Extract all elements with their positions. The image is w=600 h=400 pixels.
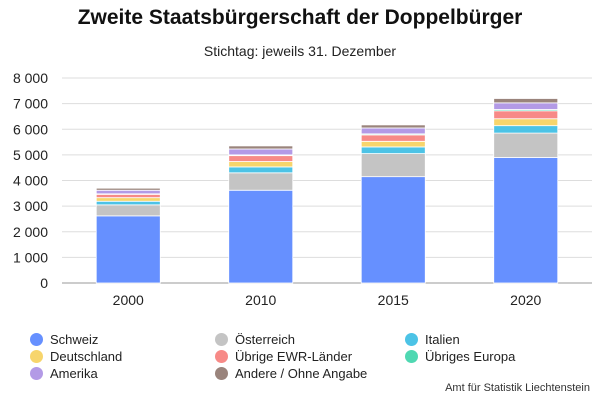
bar-segment [228, 189, 294, 284]
legend-label: Deutschland [50, 348, 123, 364]
bar-segment [493, 110, 559, 120]
bar-segment [228, 155, 294, 162]
legend-item: Deutschland [30, 347, 122, 365]
chart-title: Zweite Staatsbürgerschaft der Doppelbürg… [77, 6, 523, 29]
bar-segment [228, 148, 294, 156]
bar-segment [95, 215, 161, 284]
chart-subtitle: Stichtag: jeweils 31. Dezember [203, 43, 397, 59]
y-tick-label: 6 000 [13, 121, 48, 137]
y-tick-label: 4 000 [13, 173, 48, 189]
y-tick-label: 5 000 [13, 147, 48, 163]
legend-item: Übriges Europa [405, 347, 515, 365]
bar-segment [360, 146, 426, 154]
legend-item: Österreich [215, 330, 295, 348]
legend-swatch [30, 349, 43, 363]
legend-swatch [215, 332, 228, 346]
bars [95, 98, 559, 284]
x-tick-label: 2010 [245, 292, 276, 308]
bar-segment [228, 166, 294, 174]
x-tick-label: 2015 [378, 292, 409, 308]
bar-segment [95, 204, 161, 217]
legend-label: Übrige EWR-Länder [235, 348, 353, 364]
bar-chart: 0 1 000 2 000 3 000 4 000 5 000 6 000 7 000 8 00… [13, 70, 592, 308]
bar-segment [493, 125, 559, 134]
y-tick-label: 1 000 [13, 249, 48, 265]
legend-label: Schweiz [50, 331, 99, 347]
x-axis-tick-labels: 2000 2010 2015 2020 [113, 292, 542, 308]
legend-swatch [30, 332, 43, 346]
legend-label: Andere / Ohne Angabe [235, 365, 368, 381]
legend-label: Amerika [50, 365, 98, 381]
bar-segment [493, 132, 559, 158]
y-axis-tick-labels: 0 1 000 2 000 3 000 4 000 5 000 6 000 7 000 8 00… [13, 70, 48, 291]
legend-item: Übrige EWR-Länder [215, 347, 352, 365]
legend-label: Österreich [235, 331, 295, 347]
bar-segment [95, 200, 161, 206]
y-tick-label: 2 000 [13, 224, 48, 240]
bar-segment [360, 140, 426, 148]
legend-label: Italien [425, 331, 460, 347]
legend-swatch [405, 332, 418, 346]
bar-segment [360, 134, 426, 142]
x-tick-label: 2000 [113, 292, 144, 308]
legend-swatch [215, 349, 228, 363]
bar-segment [493, 102, 559, 110]
legend-label: Übriges Europa [425, 348, 516, 364]
y-tick-label: 0 [40, 275, 48, 291]
bar-segment [493, 98, 559, 104]
legend-swatch [405, 349, 418, 363]
legend-swatch [30, 366, 43, 380]
y-tick-label: 7 000 [13, 96, 48, 112]
bar-segment [228, 172, 294, 191]
bar-segment [228, 161, 294, 168]
y-tick-label: 8 000 [13, 70, 48, 86]
y-tick-label: 3 000 [13, 198, 48, 214]
source-credit: Amt für Statistik Liechtenstein [445, 382, 590, 394]
legend: Schweiz Österreich Italien Deutschland Übrig… [0, 330, 600, 384]
bar-segment [95, 187, 161, 191]
bar-segment [360, 124, 426, 129]
bar-segment [95, 189, 161, 195]
bar-segment [493, 118, 559, 127]
bar-segment [228, 145, 294, 150]
bar-segment [360, 127, 426, 135]
legend-item: Italien [405, 330, 460, 348]
bar-segment [360, 153, 426, 178]
legend-item: Andere / Ohne Angabe [215, 364, 367, 382]
legend-item: Schweiz [30, 330, 98, 348]
x-tick-label: 2020 [510, 292, 541, 308]
bar-segment [95, 197, 161, 202]
bar-segment [493, 157, 559, 284]
bar-segment [95, 193, 161, 199]
legend-swatch [215, 366, 228, 380]
bar-segment [360, 176, 426, 284]
legend-item: Amerika [30, 364, 98, 382]
